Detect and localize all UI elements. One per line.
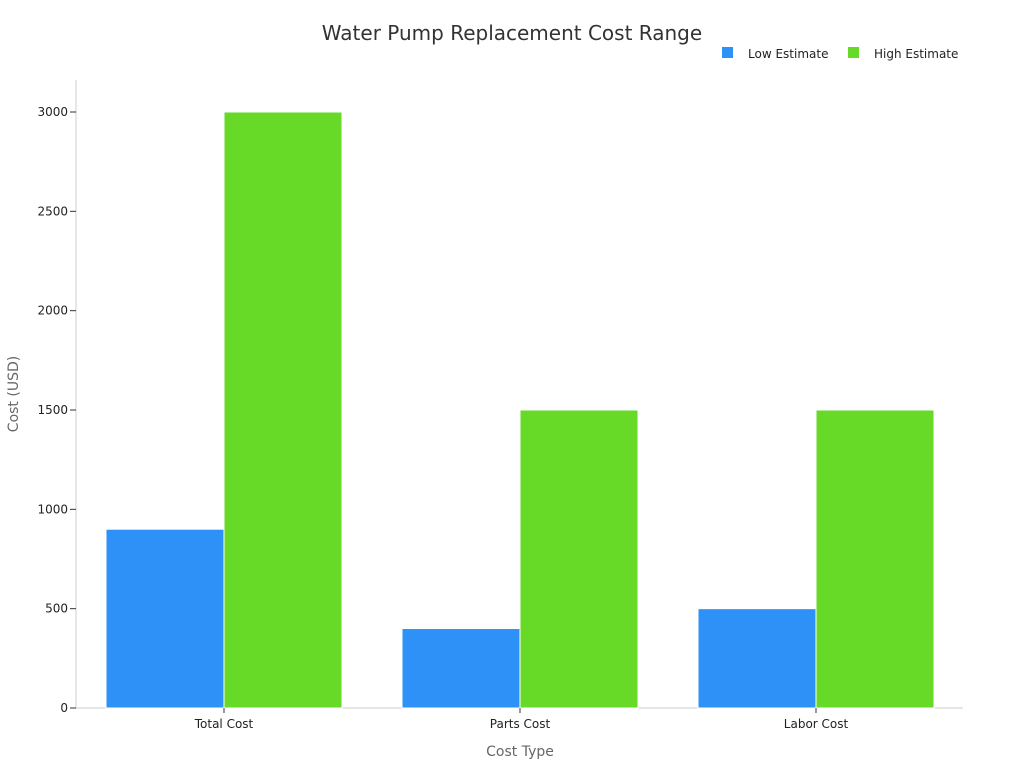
bars <box>105 111 935 709</box>
y-tick-label: 0 <box>60 701 68 715</box>
bar-high-estimate-parts-cost <box>519 409 639 709</box>
x-tick-label: Parts Cost <box>490 717 551 731</box>
legend-label: Low Estimate <box>748 47 828 61</box>
legend-swatch-low-estimate <box>722 47 733 58</box>
bar-low-estimate-total-cost <box>105 528 225 709</box>
legend-swatch-high-estimate <box>848 47 859 58</box>
x-axis-ticks: Total Cost Parts Cost Labor Cost <box>194 708 849 731</box>
y-tick-label: 2000 <box>37 304 68 318</box>
x-tick-label: Total Cost <box>194 717 254 731</box>
y-tick-label: 2500 <box>37 204 68 218</box>
legend-label: High Estimate <box>874 47 958 61</box>
chart-title: Water Pump Replacement Cost Range <box>322 21 702 45</box>
bar-high-estimate-labor-cost <box>815 409 935 709</box>
bar-low-estimate-labor-cost <box>697 608 817 709</box>
y-tick-label: 3000 <box>37 105 68 119</box>
x-tick-label: Labor Cost <box>784 717 849 731</box>
y-axis-title: Cost (USD) <box>6 356 22 432</box>
y-tick-label: 500 <box>45 602 68 616</box>
legend: Low Estimate High Estimate <box>722 47 958 61</box>
y-tick-label: 1500 <box>37 403 68 417</box>
y-tick-label: 1000 <box>37 502 68 516</box>
bar-high-estimate-total-cost <box>223 111 343 709</box>
bar-low-estimate-parts-cost <box>401 628 521 709</box>
x-axis-title: Cost Type <box>486 744 554 760</box>
y-axis-ticks: 0 500 1000 1500 2000 2500 3000 <box>37 105 76 715</box>
